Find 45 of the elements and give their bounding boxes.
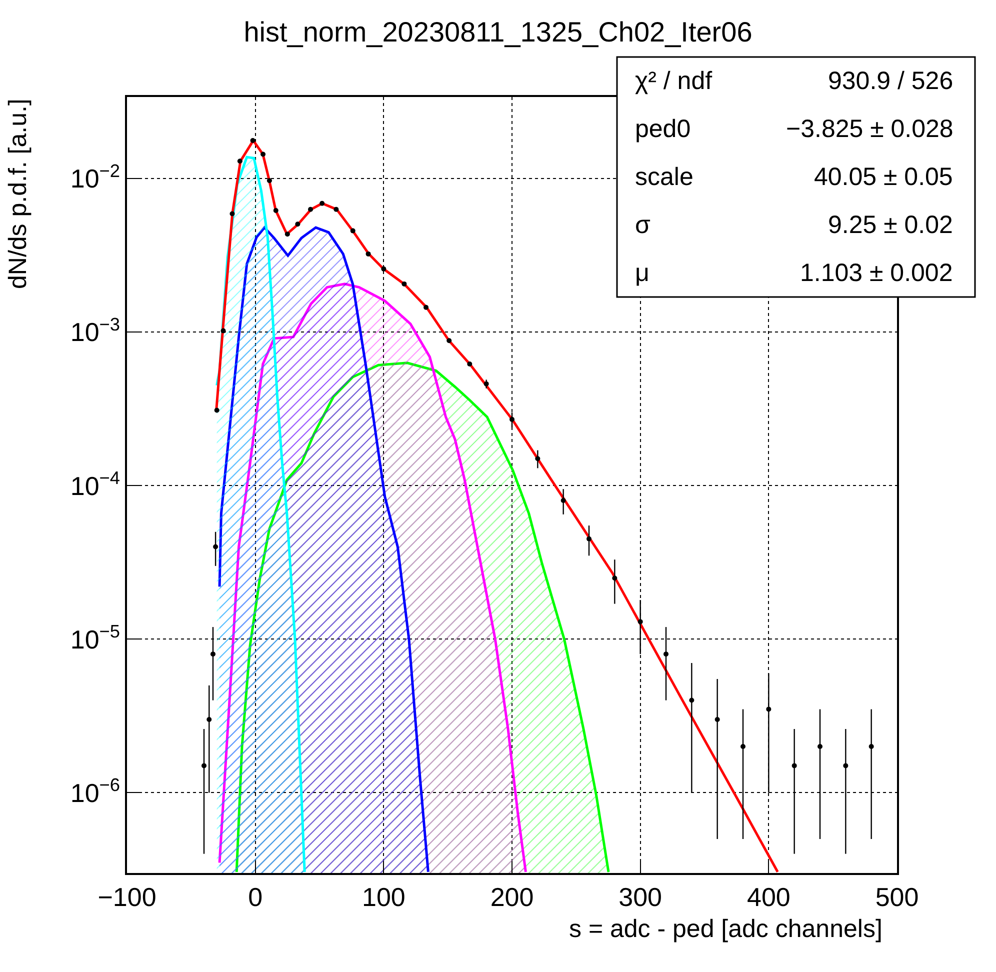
annotation: ped0 bbox=[635, 115, 691, 143]
point bbox=[740, 744, 746, 749]
x-tick-label: 0 bbox=[248, 882, 263, 912]
text: 930.9 / 526 bbox=[828, 67, 954, 95]
annotation: −3.825 ± 0.028 bbox=[786, 115, 954, 143]
annotation: 9.25 ± 0.02 bbox=[828, 211, 953, 239]
text: χ² / ndf bbox=[635, 67, 712, 95]
point bbox=[689, 698, 694, 703]
annotation: 40.05 ± 0.05 bbox=[814, 163, 953, 191]
x-axis-title: s = adc - ped [adc channels] bbox=[569, 915, 882, 943]
point bbox=[213, 544, 218, 550]
y-tick-label: 10$^{−2}$ bbox=[70, 160, 120, 194]
point bbox=[792, 763, 797, 768]
point bbox=[206, 716, 212, 722]
y-tick-label: 10$^{−3}$ bbox=[70, 314, 120, 348]
point bbox=[843, 763, 848, 768]
point bbox=[202, 763, 206, 768]
y-axis-title: dN/ds p.d.f. [a.u.] bbox=[4, 98, 32, 289]
y-tick-label: 10$^{−5}$ bbox=[70, 621, 120, 654]
point bbox=[510, 416, 514, 422]
chart-title: hist_norm_20230811_1325_Ch02_Iter06 bbox=[244, 16, 752, 48]
point bbox=[210, 652, 216, 657]
point bbox=[868, 744, 874, 749]
x-tick-label: 100 bbox=[362, 882, 406, 912]
x-tick-label: 400 bbox=[746, 882, 790, 912]
x-tick-label: 500 bbox=[875, 882, 919, 912]
point bbox=[484, 381, 489, 386]
point bbox=[586, 536, 592, 542]
y-tick-label: 10$^{−4}$ bbox=[70, 468, 120, 501]
annotation: scale bbox=[635, 163, 694, 191]
annotation: 1.103 ± 0.002 bbox=[800, 259, 953, 287]
x-tick-label: −100 bbox=[98, 882, 156, 912]
point bbox=[535, 456, 540, 462]
point bbox=[560, 498, 566, 504]
annotation: μ bbox=[635, 259, 650, 287]
point bbox=[714, 716, 720, 722]
x-tick-label: 200 bbox=[490, 882, 534, 912]
x-tick-label: 300 bbox=[618, 882, 662, 912]
point bbox=[766, 706, 772, 712]
point bbox=[612, 576, 618, 581]
point bbox=[638, 619, 643, 624]
y-tick-label: 10$^{−6}$ bbox=[70, 774, 120, 808]
point bbox=[818, 744, 822, 749]
annotation: σ bbox=[635, 211, 651, 239]
point bbox=[664, 652, 668, 657]
